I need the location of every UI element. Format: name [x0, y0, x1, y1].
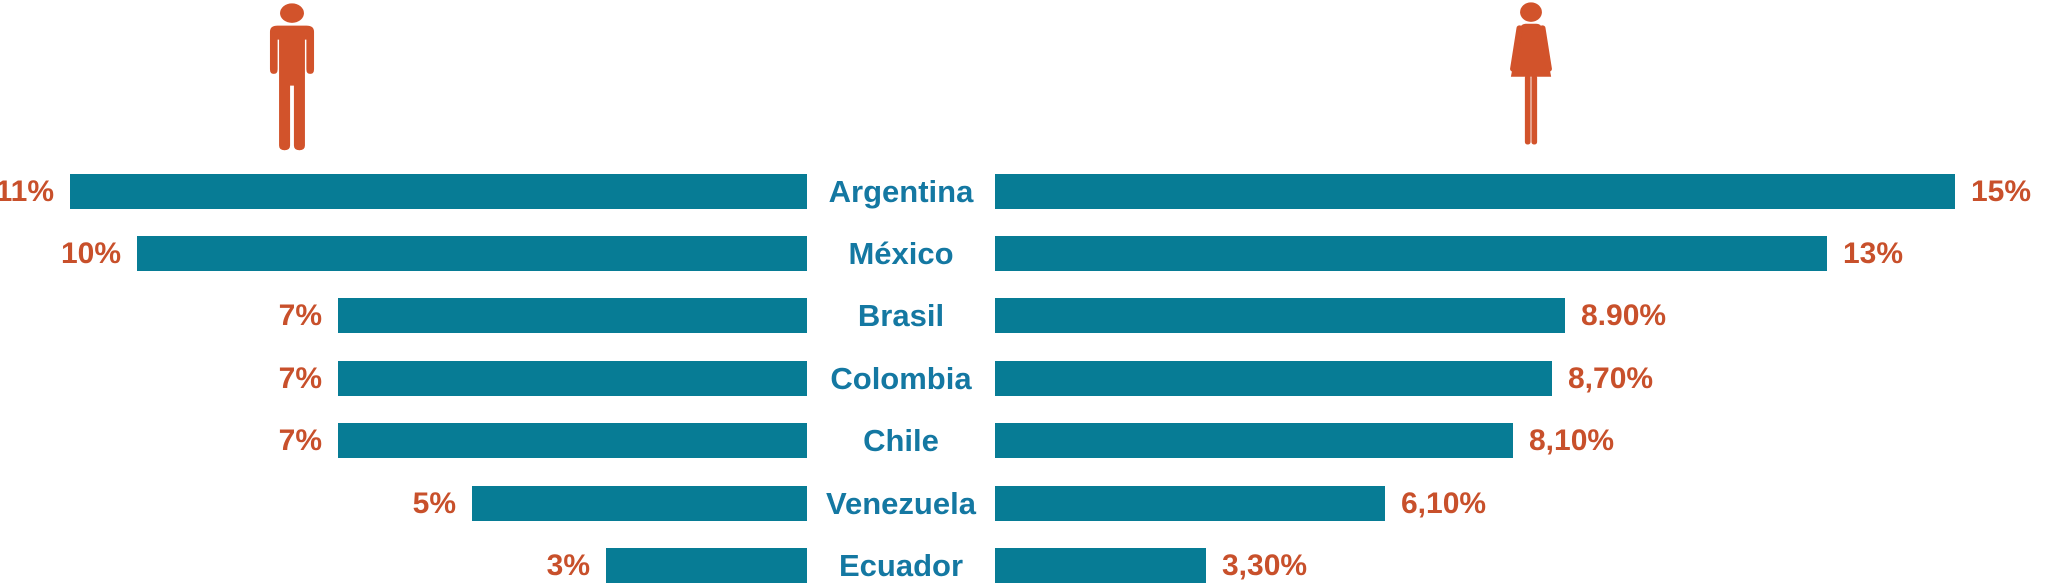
female-value-label: 6,10%	[1401, 486, 1487, 520]
country-label: Ecuador	[838, 547, 964, 583]
female-bar	[995, 547, 1206, 583]
female-bar	[995, 298, 1565, 334]
male-value-label: 3%	[546, 548, 590, 582]
male-bar	[338, 360, 807, 396]
country-label: México	[848, 235, 954, 271]
female-bar	[995, 423, 1513, 459]
man-icon	[269, 3, 315, 151]
male-value-label: 7%	[278, 299, 322, 333]
female-bar	[995, 173, 1955, 209]
female-bar	[995, 235, 1827, 271]
female-bar	[995, 485, 1385, 521]
male-bar	[606, 547, 807, 583]
male-bar	[472, 485, 807, 521]
country-label: Chile	[863, 423, 939, 459]
male-value-label: 11%	[0, 174, 54, 208]
male-value-label: 10%	[60, 236, 121, 270]
female-value-label: 8,70%	[1568, 361, 1654, 395]
male-bar	[338, 423, 807, 459]
male-value-label: 7%	[278, 424, 322, 458]
woman-icon	[1503, 2, 1559, 150]
male-bar	[70, 173, 807, 209]
male-value-label: 5%	[412, 486, 456, 520]
country-label: Argentina	[828, 173, 974, 209]
female-value-label: 3,30%	[1222, 548, 1308, 582]
female-bar	[995, 360, 1552, 396]
male-bar	[338, 298, 807, 334]
female-value-label: 8,10%	[1529, 424, 1615, 458]
country-label: Colombia	[830, 360, 972, 396]
country-label: Brasil	[857, 298, 945, 334]
male-value-label: 7%	[278, 361, 322, 395]
country-label: Venezuela	[826, 485, 976, 521]
female-value-label: 15%	[1971, 174, 2032, 208]
male-bar	[137, 235, 807, 271]
female-value-label: 13%	[1843, 236, 1904, 270]
female-value-label: 8.90%	[1581, 299, 1667, 333]
